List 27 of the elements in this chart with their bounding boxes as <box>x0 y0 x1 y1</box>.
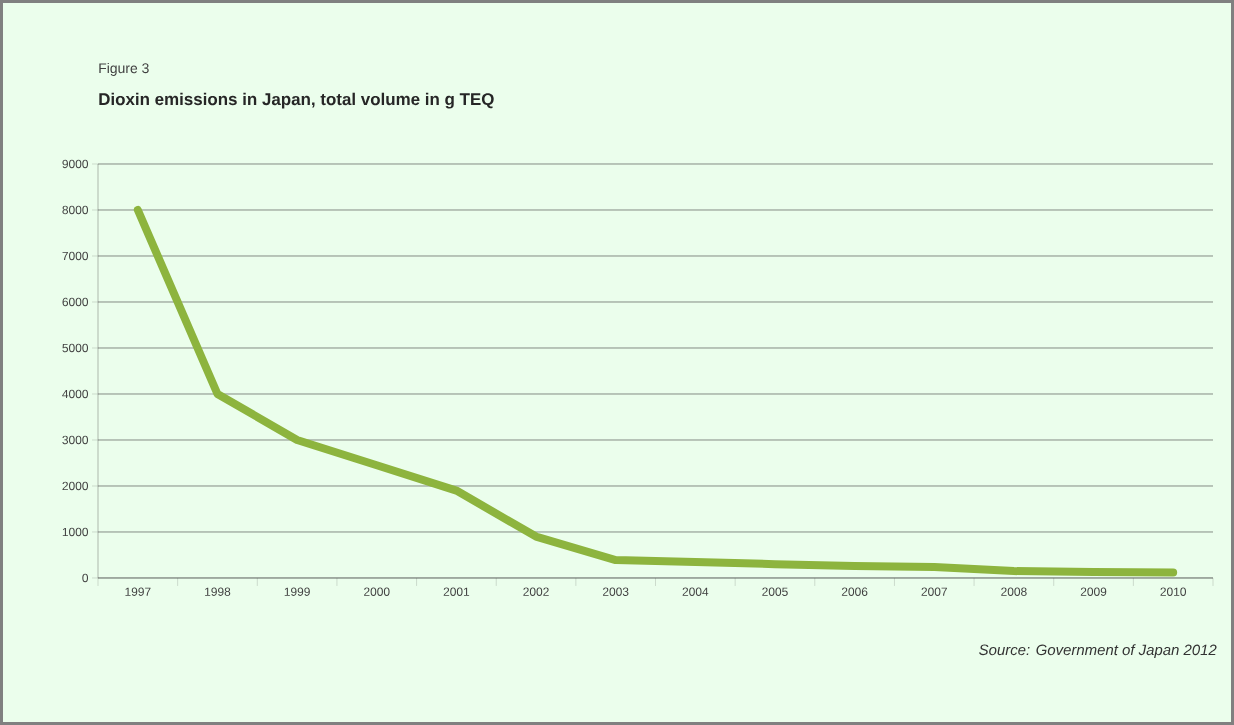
x-tick-label: 2006 <box>841 587 868 596</box>
y-tick-label: 6000 <box>62 297 89 307</box>
x-tick-label: 2000 <box>364 587 390 596</box>
y-tick-label: 1000 <box>62 527 89 537</box>
source-note: Source: Government of Japan 2012 <box>979 644 1217 659</box>
x-tick-label: 2002 <box>523 587 549 596</box>
x-tick-label: 2001 <box>443 587 470 596</box>
x-tick-label: 1998 <box>205 587 231 596</box>
y-tick-label: 0 <box>82 573 89 583</box>
y-tick-label: 8000 <box>62 205 89 215</box>
x-tick-label: 1997 <box>125 587 151 596</box>
caption: Figure 3 <box>99 62 149 76</box>
x-tick-label: 1999 <box>284 587 310 596</box>
x-tick-label: 2008 <box>1001 587 1027 596</box>
x-tick-label: 2005 <box>762 587 788 596</box>
x-tick-label: 2010 <box>1160 587 1187 596</box>
x-tick-label: 2004 <box>682 587 709 596</box>
x-tick-label: 2009 <box>1080 587 1107 596</box>
x-tick-label: 2003 <box>602 587 629 596</box>
y-tick-label: 5000 <box>62 343 89 353</box>
chart-title: Dioxin emissions in Japan, total volume in g TEQ <box>99 92 494 109</box>
y-tick-label: 7000 <box>62 251 89 261</box>
y-tick-label: 4000 <box>62 389 89 399</box>
x-tick-label: 2007 <box>921 587 947 596</box>
y-tick-label: 9000 <box>62 159 89 169</box>
y-tick-label: 2000 <box>62 481 89 491</box>
y-tick-label: 3000 <box>62 435 89 445</box>
